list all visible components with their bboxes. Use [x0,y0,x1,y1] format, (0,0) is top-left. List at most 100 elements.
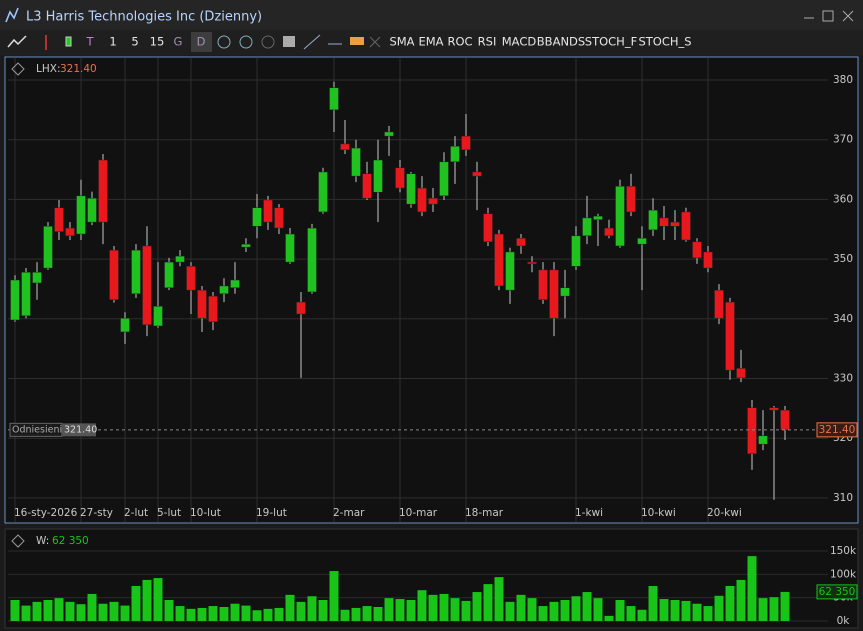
toolbar-button[interactable]: BBANDS [537,35,585,49]
volume-bar [318,599,328,621]
volume-bar [626,606,636,621]
volume-bar [582,592,592,621]
volume-bar [373,606,383,621]
panel-drag-handle[interactable] [11,62,25,76]
app-icon [5,7,19,23]
volume-bar [505,601,515,621]
candle-body [285,233,295,263]
x-tick-label: 20-kwi [707,507,742,519]
candle-body [516,237,526,247]
toolbar-button[interactable]: RSI [478,35,497,49]
toolbar [0,30,863,55]
volume-bar [219,606,229,621]
volume-bar [516,594,526,621]
volume-bar [76,604,86,621]
panel-symbol: LHX: [36,63,60,75]
volume-bar [483,584,493,621]
zoom-out-button[interactable] [239,35,253,49]
volume-bar [714,595,724,621]
y-tick-label: 350 [833,253,853,265]
candle-body [175,255,185,263]
candle-body [780,409,790,431]
candle-body [560,287,570,297]
candle-body [318,171,328,213]
y-tick-label: 370 [833,134,853,146]
volume-bar [472,592,482,621]
toolbar-button[interactable]: D [197,35,206,49]
candle-body [505,251,515,291]
candle-body [703,251,713,269]
candle-body [692,241,702,259]
eraser-button[interactable] [350,37,364,45]
candle-body [362,173,372,199]
candle-body [54,207,64,232]
last-price-label: 321.40 [819,424,856,436]
panel-last-value: 62 350 [52,535,89,547]
volume-bar [725,585,735,621]
candle-body [681,211,691,241]
volume-bar [692,603,702,621]
x-tick-label: 16-sty-2026 [14,507,78,519]
volume-bar [659,599,669,621]
candle-body [109,249,119,300]
volume-bar [395,599,405,621]
delete-all-button[interactable] [369,36,381,48]
candle-chart-button[interactable] [65,36,72,47]
candle-body [373,159,383,193]
candle-body [263,199,273,223]
line-chart-button[interactable] [7,35,27,48]
volume-bar [32,601,42,621]
toolbar-button[interactable]: ROC [447,35,472,49]
zoom-in-button[interactable] [217,35,231,49]
candle-body [230,279,240,289]
layers-button[interactable] [283,36,295,47]
maximize-button[interactable] [822,10,834,22]
candle-body [604,227,614,237]
volume-bar [538,606,548,621]
y-tick-label: 340 [833,313,853,325]
candle-body [725,301,735,371]
toolbar-button[interactable]: 15 [150,35,165,49]
reset-zoom-button[interactable] [261,35,275,49]
panel-name: W: [36,535,49,547]
volume-bar [241,605,251,621]
toolbar-button[interactable]: STOCH_F [585,35,637,49]
panel-drag-handle[interactable] [11,534,25,548]
close-button[interactable] [842,10,854,22]
toolbar-button[interactable]: STOCH_S [638,35,691,49]
volume-bar [307,596,317,621]
candle-body [197,289,207,319]
volume-bar [340,609,350,621]
volume-bar [450,598,460,621]
candle-body [32,271,42,284]
volume-bar [637,609,647,621]
toolbar-button[interactable]: MACD [502,35,537,49]
reference-value-box [62,423,96,437]
volume-bar [527,598,537,621]
toolbar-button[interactable]: SMA [389,35,414,49]
toolbar-button[interactable]: 1 [109,35,116,49]
candle-body [406,173,416,205]
x-tick-label: 10-kwi [641,507,676,519]
toolbar-button[interactable]: T [85,35,94,49]
volume-bar [769,597,779,621]
candle-body [10,279,20,321]
reference-label: Odniesienie [12,424,68,435]
reference-value: 321.40 [64,424,97,435]
x-tick-label: 27-sty [80,507,113,519]
y-tick-label: 380 [833,74,853,86]
toolbar-button[interactable]: G [174,35,183,49]
volume-bar [175,606,185,621]
x-tick-label: 1-kwi [575,507,603,519]
x-tick-label: 5-lut [157,507,181,519]
candle-body [164,261,174,289]
y-tick-label: 360 [833,193,853,205]
last-price-tag [816,422,858,438]
draw-line-button[interactable] [303,34,321,50]
toolbar-button[interactable]: EMA [418,35,443,49]
volume-bar [296,601,306,621]
last-volume-tag [816,584,858,600]
volume-bar [153,578,163,621]
toolbar-button[interactable]: 5 [131,35,138,49]
candle-body [219,285,229,294]
